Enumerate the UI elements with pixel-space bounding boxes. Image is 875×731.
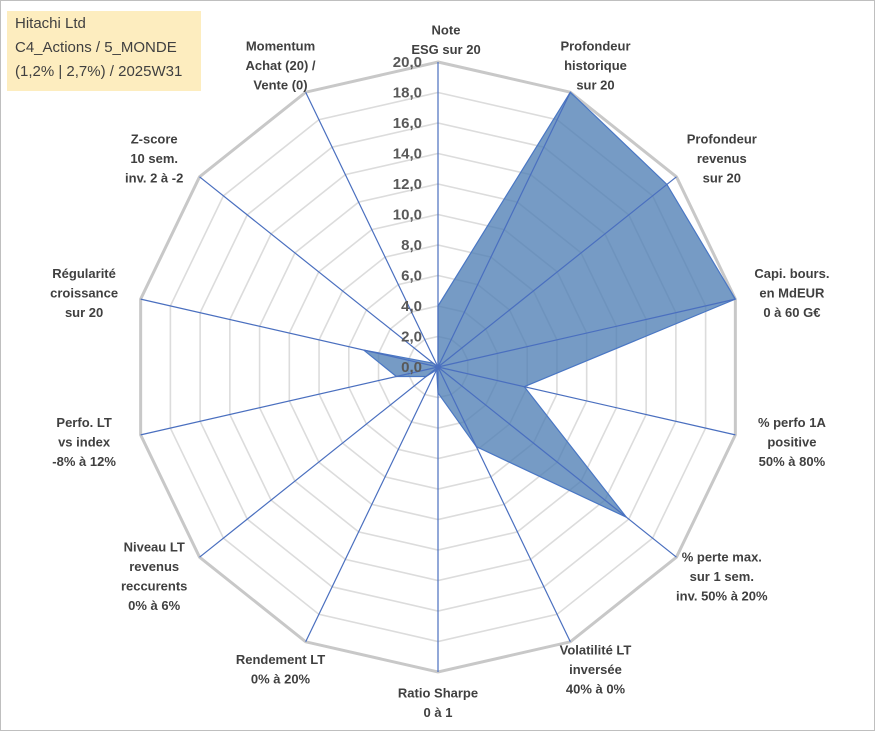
radar-tick-label: 4,0 bbox=[401, 298, 422, 315]
radar-axis-label-line: Achat (20) / bbox=[245, 58, 315, 73]
radar-axis-label: Z-score 10 sem. inv. 2 à -2 bbox=[125, 132, 183, 186]
radar-spoke bbox=[437, 298, 736, 368]
radar-tick-label: 18,0 bbox=[393, 85, 422, 102]
radar-axis-label: Profondeur revenus sur 20 bbox=[687, 132, 757, 186]
radar-axis-label-line: Régularité bbox=[52, 266, 116, 281]
radar-tick-label: 12,0 bbox=[393, 176, 422, 193]
radar-axis-label-line: Note bbox=[432, 23, 461, 38]
radar-tick-label: 6,0 bbox=[401, 268, 422, 285]
radar-axis-label-line: 0% à 20% bbox=[251, 672, 311, 687]
radar-tick-label: 0,0 bbox=[401, 359, 422, 376]
radar-axis-label-line: 10 sem. bbox=[130, 151, 178, 166]
radar-tick-label: 8,0 bbox=[401, 237, 422, 254]
radar-spoke bbox=[140, 298, 439, 368]
chart-title-line-1: Hitachi Ltd bbox=[15, 15, 86, 32]
radar-axis-label-line: Ratio Sharpe bbox=[398, 685, 478, 700]
radar-axis-label: Note ESG sur 20 bbox=[411, 23, 480, 58]
radar-axis-label-line: sur 20 bbox=[65, 305, 103, 320]
radar-axis-label: Perfo. LT vs index -8% à 12% bbox=[52, 415, 116, 469]
radar-axis-label: Profondeur historique sur 20 bbox=[560, 39, 630, 93]
radar-axis-label-line: reccurents bbox=[121, 579, 187, 594]
radar-spoke bbox=[305, 366, 439, 643]
radar-axis-label-line: Niveau LT bbox=[124, 540, 185, 555]
radar-axis-label: Ratio Sharpe 0 à 1 bbox=[398, 685, 478, 720]
radar-axis-label-line: Profondeur bbox=[687, 132, 757, 147]
radar-axis-label-line: 50% à 80% bbox=[759, 454, 826, 469]
radar-axis-label-line: 0% à 6% bbox=[128, 598, 180, 613]
radar-tick-label: 10,0 bbox=[393, 207, 422, 224]
radar-axis-label-line: -8% à 12% bbox=[52, 454, 116, 469]
radar-axis-label-line: sur 20 bbox=[576, 78, 614, 93]
radar-axis-label-line: sur 1 sem. bbox=[690, 569, 754, 584]
radar-axis-label-line: sur 20 bbox=[703, 171, 741, 186]
radar-spoke bbox=[437, 366, 736, 436]
radar-axis-label-line: % perte max. bbox=[682, 549, 762, 564]
chart-title-box: Hitachi Ltd C4_Actions / 5_MONDE (1,2% |… bbox=[7, 11, 201, 91]
radar-axis-label-line: Capi. bours. bbox=[754, 266, 829, 281]
radar-axis-label-line: Vente (0) bbox=[253, 78, 307, 93]
radar-spoke bbox=[140, 366, 439, 436]
radar-axis-label: Momentum Achat (20) / Vente (0) bbox=[245, 39, 315, 93]
radar-axis-label-line: inv. 50% à 20% bbox=[676, 588, 768, 603]
radar-tick-label: 16,0 bbox=[393, 115, 422, 132]
radar-spoke bbox=[437, 176, 677, 368]
radar-tick-label: 20,0 bbox=[393, 54, 422, 71]
radar-axis-label: Volatilité LT inversée 40% à 0% bbox=[560, 642, 632, 696]
radar-spoke bbox=[437, 91, 571, 368]
radar-axis-label-line: % perfo 1A bbox=[758, 415, 827, 430]
radar-axis-label-line: historique bbox=[564, 58, 627, 73]
radar-axis-label: Régularité croissance sur 20 bbox=[50, 266, 118, 320]
radar-axis-label-line: Perfo. LT bbox=[56, 415, 111, 430]
radar-axis-label: % perfo 1A positive 50% à 80% bbox=[758, 415, 827, 469]
radar-axis-label-line: inversée bbox=[569, 662, 622, 677]
radar-axis-label-line: positive bbox=[767, 435, 816, 450]
radar-axis-label-line: Z-score bbox=[131, 132, 178, 147]
radar-axis-label-line: en MdEUR bbox=[759, 285, 825, 300]
radar-spoke bbox=[305, 91, 439, 368]
radar-axis-label-line: croissance bbox=[50, 285, 118, 300]
radar-axis-label-line: Rendement LT bbox=[236, 652, 325, 667]
radar-axis-label: Rendement LT 0% à 20% bbox=[236, 652, 325, 687]
chart-title-line-2: C4_Actions / 5_MONDE bbox=[15, 39, 177, 56]
radar-axis-label-line: vs index bbox=[58, 435, 111, 450]
radar-axis-label-line: Volatilité LT bbox=[560, 642, 632, 657]
radar-spoke bbox=[437, 366, 677, 558]
radar-axis-label-line: 0 à 60 G€ bbox=[763, 305, 820, 320]
radar-axis-label-line: inv. 2 à -2 bbox=[125, 171, 183, 186]
radar-axis-label-line: revenus bbox=[129, 559, 179, 574]
radar-tick-label: 14,0 bbox=[393, 146, 422, 163]
radar-spoke bbox=[199, 176, 439, 368]
radar-axis-label: Capi. bours. en MdEUR 0 à 60 G€ bbox=[754, 266, 829, 320]
chart-title-line-3: (1,2% | 2,7%) / 2025W31 bbox=[15, 63, 183, 80]
radar-spoke bbox=[437, 366, 571, 643]
radar-axis-label-line: ESG sur 20 bbox=[411, 42, 480, 57]
radar-axis-label-line: revenus bbox=[697, 151, 747, 166]
radar-axis-label-line: 40% à 0% bbox=[566, 681, 626, 696]
radar-axis-label-line: Profondeur bbox=[560, 39, 630, 54]
radar-spoke bbox=[199, 366, 439, 558]
radar-axis-label: Niveau LT revenus reccurents 0% à 6% bbox=[121, 540, 187, 614]
radar-tick-label: 2,0 bbox=[401, 329, 422, 346]
radar-axis-label-line: 0 à 1 bbox=[424, 705, 453, 720]
radar-axis-label: % perte max. sur 1 sem. inv. 50% à 20% bbox=[676, 549, 768, 603]
radar-axis-label-line: Momentum bbox=[246, 39, 315, 54]
